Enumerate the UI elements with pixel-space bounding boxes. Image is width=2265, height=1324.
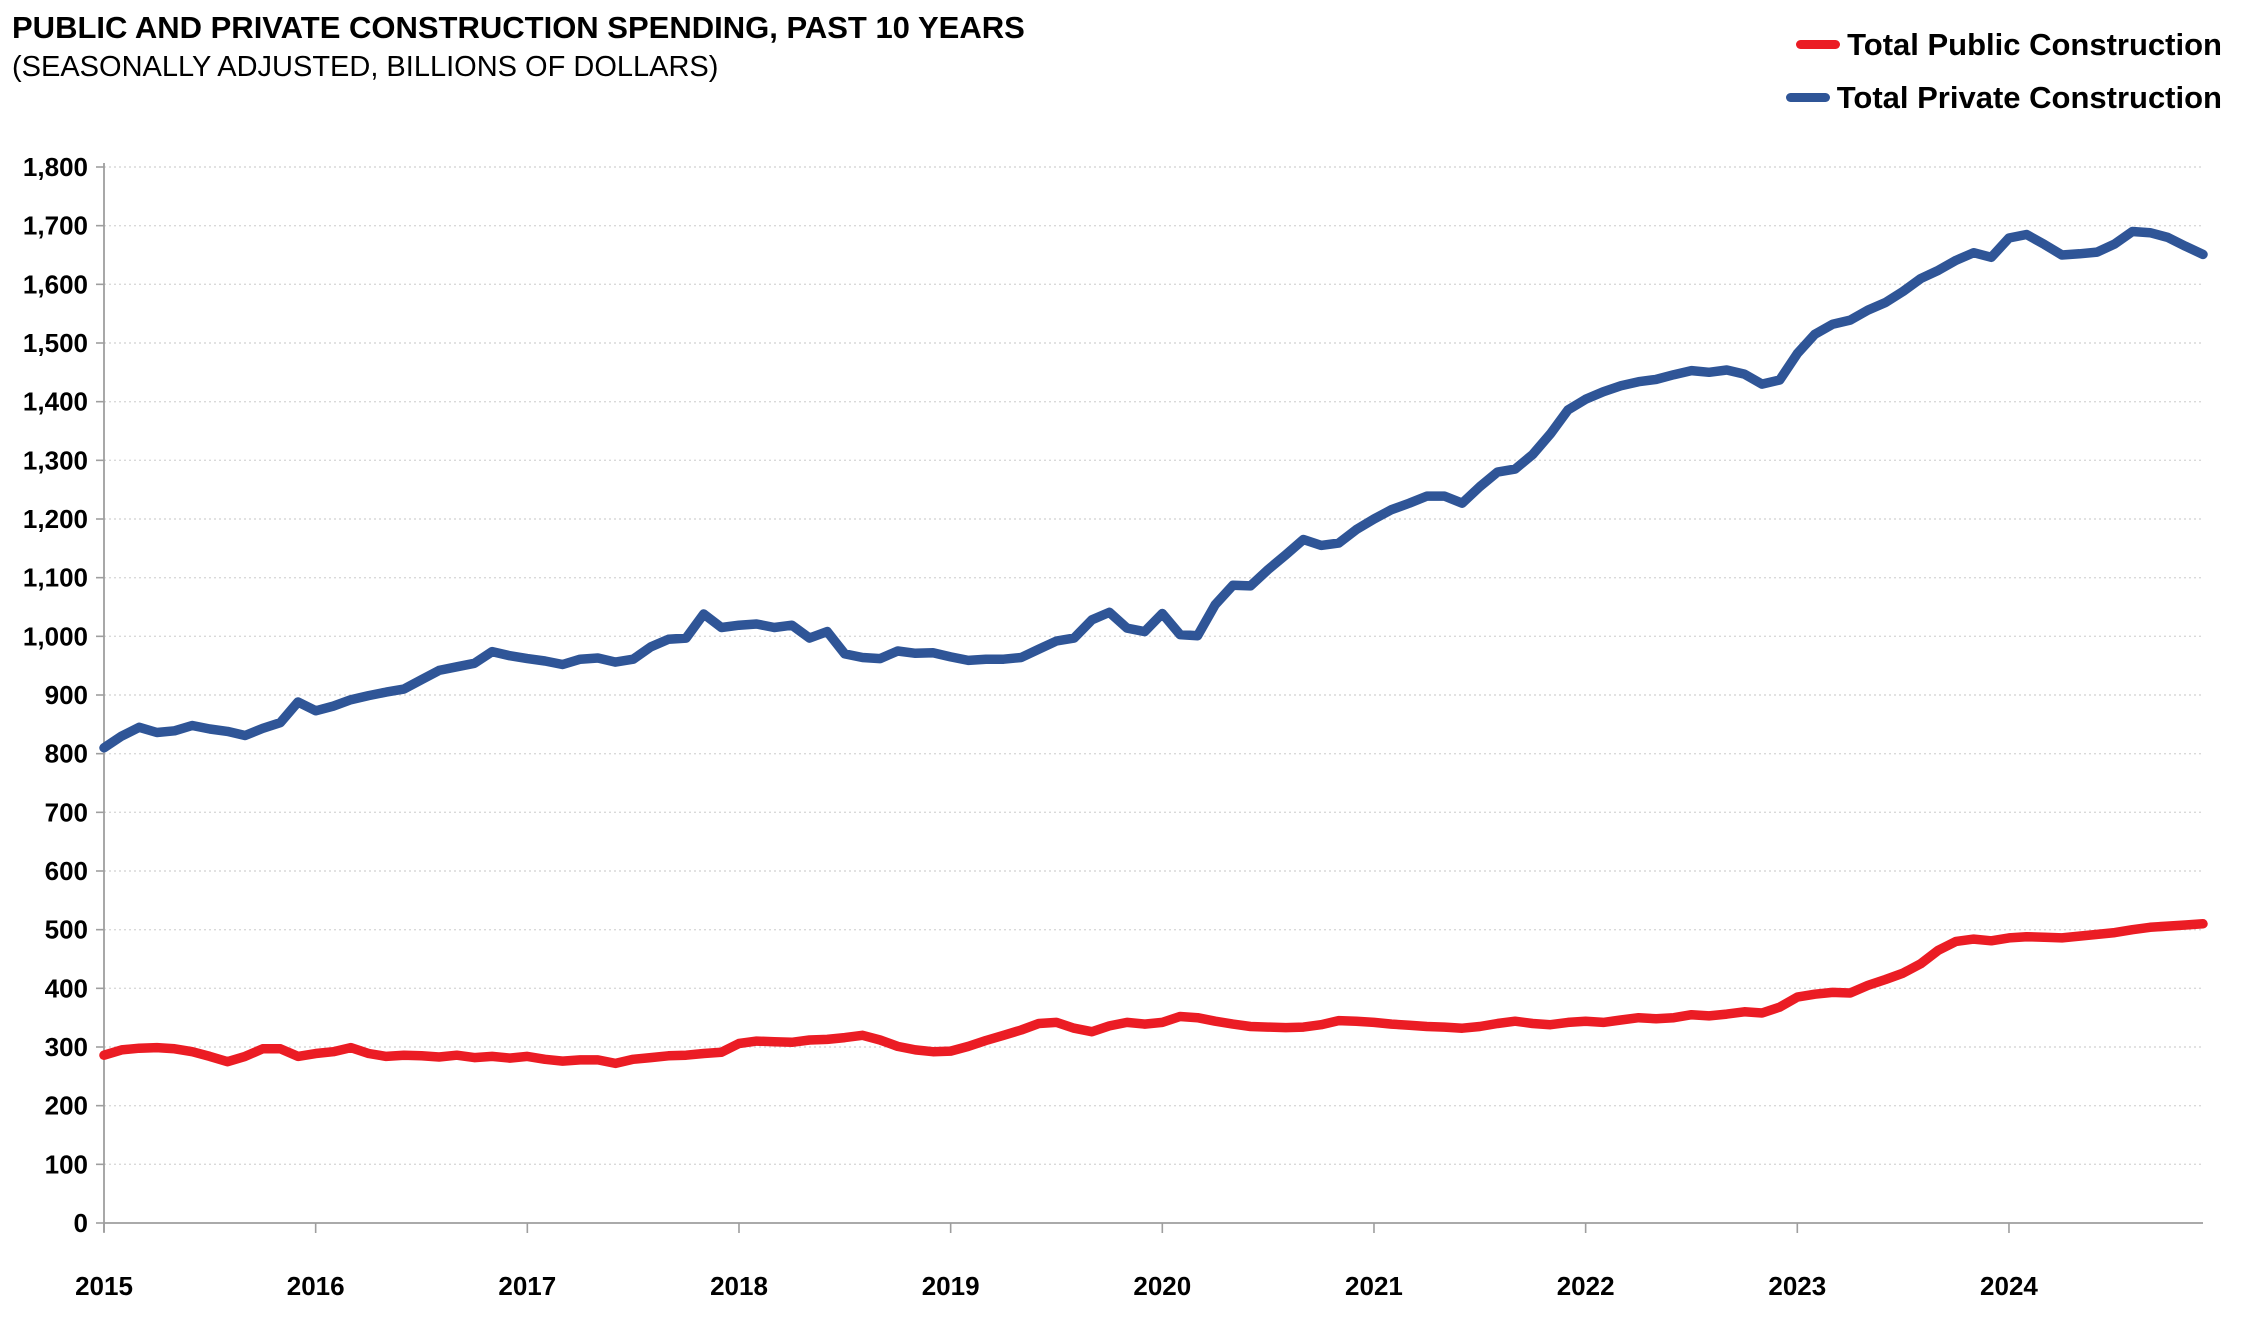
legend-swatch-icon — [1785, 93, 1830, 102]
x-axis-tick-label: 2018 — [710, 1271, 768, 1301]
x-axis-tick-label: 2015 — [75, 1271, 133, 1301]
y-axis-tick-label: 800 — [45, 739, 88, 769]
y-axis-tick-label: 1,700 — [23, 211, 88, 241]
x-axis-tick-label: 2022 — [1557, 1271, 1615, 1301]
y-axis-tick-label: 1,800 — [23, 152, 88, 182]
y-axis-tick-label: 1,300 — [23, 445, 88, 475]
y-axis-tick-label: 1,000 — [23, 621, 88, 651]
x-axis-tick-label: 2023 — [1768, 1271, 1826, 1301]
y-axis-tick-label: 1,100 — [23, 563, 88, 593]
series-line-total-public-construction — [99, 919, 2208, 1069]
title-block: PUBLIC AND PRIVATE CONSTRUCTION SPENDING… — [12, 8, 1025, 86]
y-axis-tick-label: 700 — [45, 797, 88, 827]
chart-legend: Total Public Construction Total Private C… — [1785, 20, 2222, 122]
x-axis-tick-label: 2017 — [498, 1271, 556, 1301]
y-axis-tick-label: 100 — [45, 1149, 88, 1179]
y-axis-tick-label: 1,500 — [23, 328, 88, 358]
y-axis-tick-label: 0 — [74, 1208, 88, 1238]
y-axis-tick-label: 900 — [45, 680, 88, 710]
y-axis-tick-label: 1,600 — [23, 269, 88, 299]
x-axis-tick-label: 2020 — [1133, 1271, 1191, 1301]
x-axis-tick-label: 2019 — [922, 1271, 980, 1301]
series-line-total-private-construction — [99, 226, 2208, 753]
y-axis-tick-label: 600 — [45, 856, 88, 886]
chart-subtitle: (SEASONALLY ADJUSTED, BILLIONS OF DOLLAR… — [12, 51, 719, 83]
y-axis-tick-label: 1,400 — [23, 387, 88, 417]
legend-item: Total Private Construction — [1785, 73, 2222, 122]
legend-label: Total Private Construction — [1836, 79, 2222, 115]
x-axis-tick-label: 2021 — [1345, 1271, 1403, 1301]
legend-item: Total Public Construction — [1796, 20, 2222, 69]
y-axis-tick-label: 200 — [45, 1091, 88, 1121]
y-axis-tick-label: 300 — [45, 1032, 88, 1062]
y-axis-tick-label: 500 — [45, 915, 88, 945]
legend-swatch-icon — [1796, 40, 1841, 49]
y-axis-tick-label: 1,200 — [23, 504, 88, 534]
chart-title: PUBLIC AND PRIVATE CONSTRUCTION SPENDING… — [12, 10, 1025, 45]
x-axis-tick-label: 2024 — [1980, 1271, 2038, 1301]
legend-label: Total Public Construction — [1847, 26, 2222, 62]
y-axis-tick-label: 400 — [45, 973, 88, 1003]
x-axis-tick-label: 2016 — [287, 1271, 345, 1301]
